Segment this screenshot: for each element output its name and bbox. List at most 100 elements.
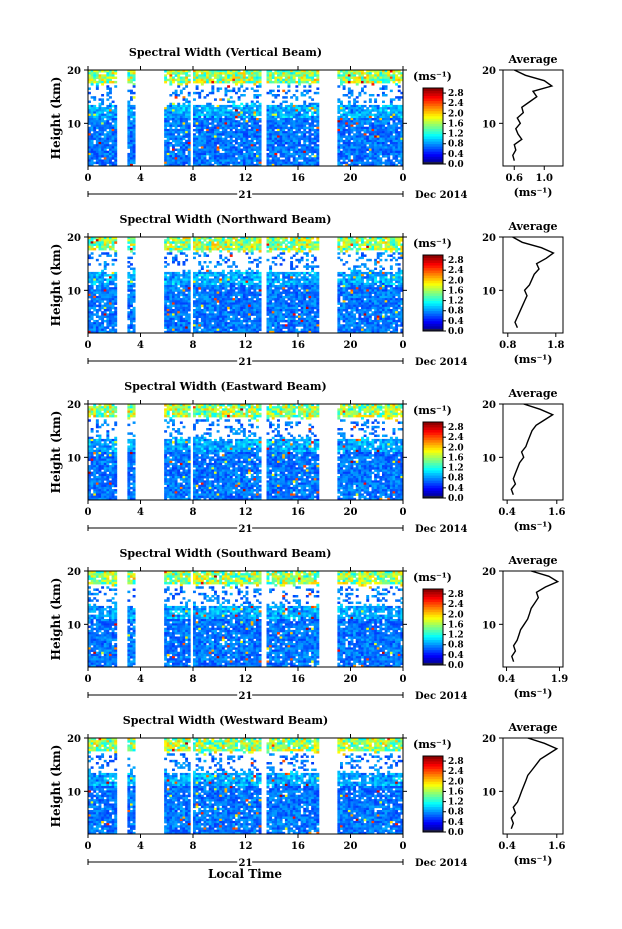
heatmap-cell [258, 311, 262, 314]
heatmap-cell [374, 139, 378, 143]
heatmap-cell [172, 135, 175, 138]
heatmap-cell [295, 152, 299, 156]
heatmap-cell [266, 80, 270, 84]
heatmap-cell [235, 300, 238, 303]
heatmap-cell [206, 291, 210, 295]
heatmap-cell [400, 148, 404, 152]
heatmap-cell [132, 319, 136, 323]
heatmap-cell [284, 109, 288, 112]
heatmap-cell [93, 109, 97, 112]
heatmap-cell [132, 83, 136, 86]
heatmap-cell [114, 319, 118, 323]
heatmap-cell [232, 330, 236, 334]
heatmap-cell [127, 152, 131, 156]
heatmap-cell [395, 139, 399, 143]
heatmap-cell [379, 133, 383, 136]
heatmap-cell [237, 285, 241, 288]
heatmap-cell [282, 80, 286, 84]
heatmap-cell [216, 239, 220, 242]
heatmap-cell [313, 144, 317, 147]
heatmap-cell [95, 278, 99, 281]
heatmap-cell [237, 309, 241, 312]
heatmap-cell [132, 124, 136, 128]
heatmap-cell [198, 118, 202, 121]
heatmap-cell [274, 118, 278, 121]
heatmap-cell [169, 252, 173, 255]
heatmap-cell [248, 289, 252, 292]
heatmap-cell [219, 72, 223, 75]
heatmap-cell [242, 118, 246, 121]
heatmap-cell [242, 94, 246, 97]
heatmap-cell [305, 76, 309, 80]
heatmap-cell [392, 150, 396, 154]
heatmap-cell [174, 245, 178, 249]
heatmap-cell [174, 94, 178, 97]
heatmap-cell [203, 287, 207, 290]
heatmap-cell [187, 137, 191, 141]
heatmap-cell [224, 282, 228, 286]
heatmap-cell [232, 159, 236, 162]
heatmap-cell [266, 120, 270, 123]
heatmap-cell [219, 80, 223, 84]
heatmap-cell [101, 128, 105, 132]
heatmap-cell [187, 124, 191, 128]
heatmap-cell [400, 76, 404, 80]
heatmap-cell [166, 163, 170, 167]
heatmap-cell [174, 78, 178, 82]
heatmap-cell [88, 245, 91, 249]
heatmap-cell [88, 322, 91, 325]
heatmap-cell [245, 155, 249, 158]
heatmap-cell [111, 137, 115, 141]
heatmap-cell [219, 74, 223, 77]
heatmap-cell [345, 120, 349, 123]
heatmap-cell [200, 237, 204, 240]
heatmap-cell [295, 150, 299, 154]
heatmap-cell [245, 80, 249, 84]
heatmap-cell [185, 237, 189, 240]
heatmap-cell [172, 287, 175, 290]
heatmap-cell [103, 144, 107, 147]
heatmap-cell [182, 109, 186, 112]
heatmap-cell [358, 135, 362, 138]
heatmap-cell [111, 148, 115, 152]
heatmap-cell [340, 120, 343, 123]
heatmap-cell [245, 131, 249, 134]
heatmap-cell [224, 89, 228, 93]
heatmap-cell [182, 137, 186, 141]
heatmap-cell [269, 155, 273, 158]
heatmap-cell [195, 109, 199, 112]
heatmap-cell [245, 157, 249, 160]
heatmap-cell [384, 85, 388, 88]
heatmap-cell [179, 311, 183, 314]
heatmap-cell [311, 113, 315, 117]
heatmap-cell [211, 139, 215, 143]
heatmap-cell [127, 131, 131, 134]
heatmap-cell [256, 300, 259, 303]
heatmap-cell [279, 133, 283, 136]
heatmap-cell [90, 148, 94, 152]
heatmap-cell [172, 80, 175, 84]
heatmap-cell [227, 289, 231, 292]
heatmap-cell [195, 280, 199, 284]
heatmap-cell [216, 70, 220, 73]
heatmap-cell [185, 113, 189, 117]
heatmap-cell [308, 124, 312, 128]
heatmap-cell [195, 324, 199, 327]
heatmap-cell [395, 137, 399, 141]
heatmap-cell [361, 118, 364, 121]
heatmap-cell [355, 72, 359, 75]
heatmap-cell [240, 271, 244, 275]
heatmap-cell [101, 107, 105, 110]
heatmap-cell [227, 155, 231, 158]
heatmap-cell [266, 122, 270, 125]
heatmap-cell [109, 137, 112, 141]
heatmap-cell [371, 113, 375, 117]
heatmap-cell [195, 155, 199, 158]
heatmap-cell [376, 142, 380, 145]
heatmap-cell [353, 118, 357, 121]
heatmap-cell [185, 85, 189, 88]
heatmap-cell [345, 76, 349, 80]
heatmap-cell [101, 150, 105, 154]
heatmap-cell [363, 113, 367, 117]
heatmap-cell [350, 131, 354, 134]
